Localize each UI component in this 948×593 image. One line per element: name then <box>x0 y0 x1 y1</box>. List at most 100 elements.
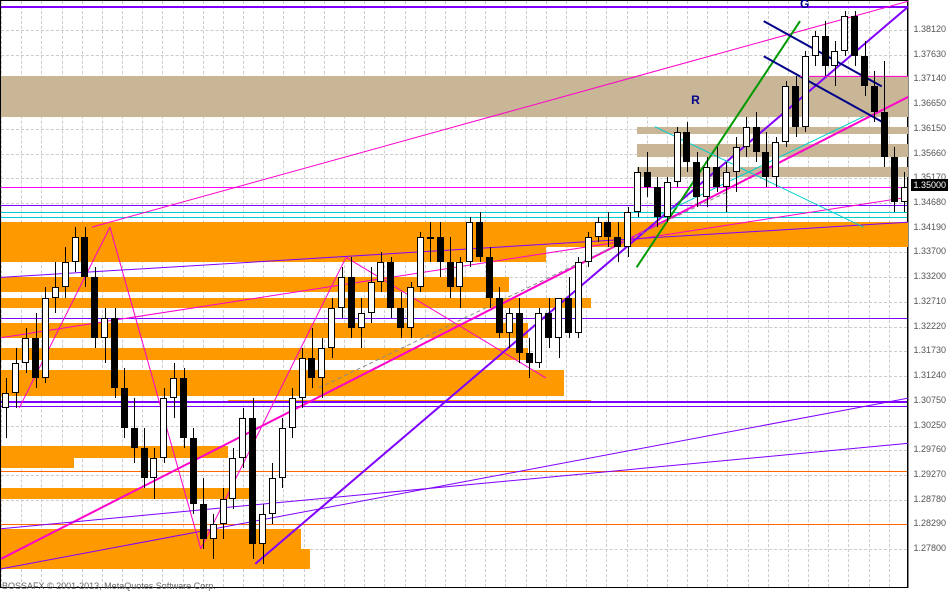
candle-body <box>733 147 740 172</box>
horizontal-line <box>1 187 907 188</box>
horizontal-line <box>1 217 907 218</box>
candle-body <box>180 378 187 438</box>
candle-body <box>210 524 217 539</box>
candle-body <box>437 237 444 262</box>
candle-body <box>762 152 769 177</box>
grid-line <box>1 500 907 501</box>
candle-body <box>52 287 59 297</box>
candle-body <box>111 318 118 388</box>
candle-body <box>575 262 582 332</box>
y-tick-label: 1.32710 <box>913 296 946 306</box>
candle-body <box>279 428 286 478</box>
candle-body <box>131 428 138 448</box>
candle-body <box>2 393 9 408</box>
horizontal-line <box>1 6 907 8</box>
candle-body <box>348 277 355 327</box>
candle-body <box>12 363 19 393</box>
horizontal-line <box>1 401 907 403</box>
candle-body <box>249 418 256 544</box>
candle-body <box>377 262 384 282</box>
candle-body <box>871 86 878 111</box>
price-zone <box>1 348 528 361</box>
candle-body <box>239 418 246 458</box>
chart-label: R <box>691 93 700 107</box>
candle-body <box>595 222 602 237</box>
candle-body <box>456 262 463 287</box>
horizontal-line <box>1 406 907 407</box>
candle-body <box>614 237 621 247</box>
candle-body <box>417 237 424 287</box>
candle-body <box>91 277 98 337</box>
candle-body <box>486 257 493 297</box>
candle-body <box>585 237 592 262</box>
candle-body <box>516 313 523 353</box>
candle-body <box>81 237 88 277</box>
candle-body <box>338 277 345 307</box>
copyright-text: BOSSAFX © 2001-2013, MetaQuotes Software… <box>2 581 216 591</box>
candle-body <box>259 514 266 544</box>
candle-body <box>743 127 750 147</box>
horizontal-line <box>1 212 907 213</box>
candle-body <box>407 287 414 327</box>
candle-body <box>841 16 848 51</box>
candle-wick <box>726 162 727 212</box>
candle-body <box>604 222 611 237</box>
candle-body <box>62 262 69 287</box>
y-tick-label: 1.32220 <box>913 321 946 331</box>
candle-body <box>170 378 177 398</box>
y-tick-label: 1.29760 <box>913 444 946 454</box>
candle-body <box>289 398 296 428</box>
current-price-box: 1.35000 <box>911 179 948 191</box>
candle-body <box>190 438 197 503</box>
candle-body <box>713 167 720 187</box>
price-zone <box>1 323 528 338</box>
candle-body <box>121 388 128 428</box>
candle-body <box>881 112 888 157</box>
y-tick-label: 1.34680 <box>913 197 946 207</box>
y-tick-label: 1.27800 <box>913 543 946 553</box>
y-tick-label: 1.37630 <box>913 49 946 59</box>
y-axis: 1.278001.282901.287801.292701.297601.302… <box>908 0 948 588</box>
candle-body <box>654 187 661 217</box>
y-tick-label: 1.36150 <box>913 123 946 133</box>
candle-body <box>368 282 375 312</box>
candle-body <box>624 212 631 247</box>
grid-line <box>1 475 907 476</box>
candle-wick <box>430 222 431 262</box>
grid-line <box>1 30 907 31</box>
candle-body <box>466 222 473 262</box>
grid-line <box>1 55 907 56</box>
candle-body <box>693 162 700 197</box>
y-tick-label: 1.33700 <box>913 246 946 256</box>
plot-area[interactable]: GR <box>0 0 908 588</box>
candle-body <box>565 298 572 333</box>
candle-body <box>634 172 641 212</box>
y-tick-label: 1.30250 <box>913 420 946 430</box>
candle-body <box>535 313 542 363</box>
price-zone <box>1 488 255 498</box>
price-zone <box>1 277 509 292</box>
horizontal-line <box>1 471 907 472</box>
candle-body <box>812 36 819 56</box>
candle-body <box>160 398 167 458</box>
candle-body <box>427 237 434 239</box>
candle-body <box>822 36 829 66</box>
candle-body <box>229 458 236 498</box>
candle-body <box>644 172 651 187</box>
price-chart[interactable]: GR 1.278001.282901.287801.292701.297601.… <box>0 0 948 593</box>
candle-body <box>723 172 730 187</box>
candle-body <box>42 298 49 378</box>
candle-body <box>545 313 552 338</box>
candle-body <box>358 313 365 328</box>
candle-body <box>200 504 207 539</box>
candle-body <box>851 16 858 56</box>
candle-body <box>891 157 898 202</box>
y-tick-label: 1.37140 <box>913 73 946 83</box>
y-tick-label: 1.28780 <box>913 494 946 504</box>
y-tick-label: 1.33200 <box>913 271 946 281</box>
candle-body <box>447 262 454 287</box>
y-tick-label: 1.31240 <box>913 370 946 380</box>
price-zone <box>1 458 74 468</box>
y-tick-label: 1.28290 <box>913 518 946 528</box>
candle-body <box>397 308 404 328</box>
